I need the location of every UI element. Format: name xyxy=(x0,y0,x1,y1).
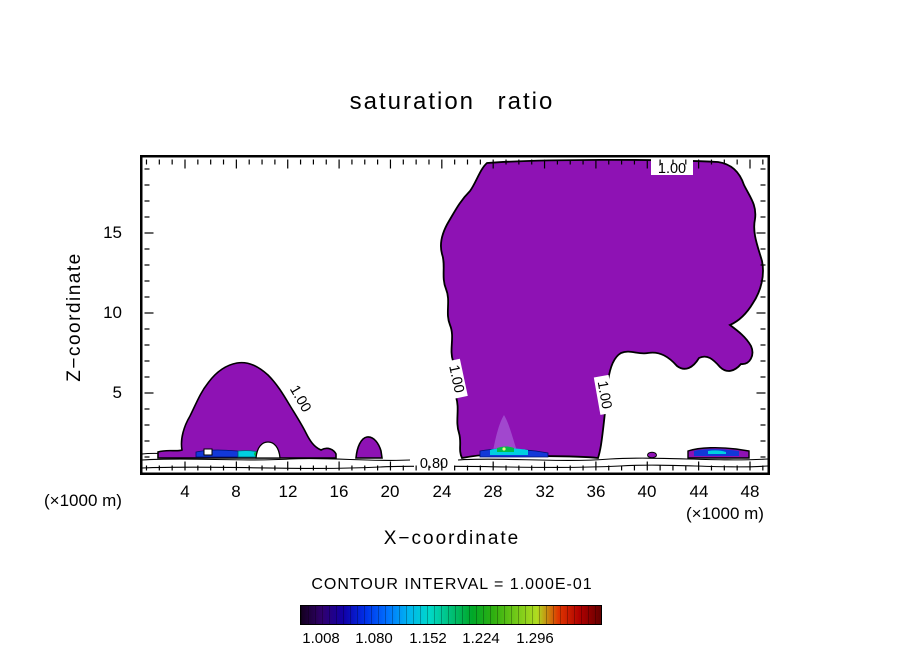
small-cloud-region xyxy=(157,361,337,459)
contour-label-text: 0.80 xyxy=(420,456,448,472)
x-tick-label: 32 xyxy=(535,482,555,501)
colorbar-tick-label: 1.224 xyxy=(462,630,500,647)
surface-contour-line-left xyxy=(141,457,411,462)
y-tick-label: 15 xyxy=(103,223,122,242)
contour-label-surface: 0.80 xyxy=(414,456,454,472)
x-tick-label: 20 xyxy=(380,482,400,501)
label-halo xyxy=(593,374,616,415)
colorbar-tick-label: 1.008 xyxy=(302,630,340,647)
y-axis-label: Z−coordinate xyxy=(64,252,85,382)
surface-strip-left-blue xyxy=(195,449,239,458)
updraft-plume xyxy=(492,415,519,457)
large-cloud-region xyxy=(440,158,764,460)
colorbar-gradient xyxy=(300,605,602,625)
x-tick-label: 8 xyxy=(231,482,241,501)
x-axis-label: X−coordinate xyxy=(383,528,521,549)
surface-contour-line-lower xyxy=(141,464,769,469)
y-tick-label: 5 xyxy=(112,383,122,402)
chart-title: saturation ratio xyxy=(349,88,555,115)
contour-label-top: 1.00 xyxy=(651,159,693,177)
axis-ticks xyxy=(144,159,766,471)
cloud-hole-notch xyxy=(203,448,213,456)
x-tick-label: 24 xyxy=(432,482,452,501)
plot-frame xyxy=(140,155,770,475)
surface-strip-center-yellow xyxy=(502,447,506,451)
surface-contour-line-right xyxy=(457,457,769,461)
contour-interval-label: CONTOUR INTERVAL = 1.000E-01 xyxy=(311,576,593,593)
label-halo xyxy=(284,378,317,419)
x-tick-label: 44 xyxy=(689,482,709,501)
x-tick-label: 48 xyxy=(740,482,760,501)
x-tick-label: 4 xyxy=(180,482,190,501)
x-tick-label: 16 xyxy=(329,482,349,501)
x-axis-unit-left: (×1000 m) xyxy=(44,491,122,510)
label-halo xyxy=(414,457,454,470)
y-tick-label: 10 xyxy=(103,303,122,322)
x-tick-label: 28 xyxy=(483,482,503,501)
contour-label-text: 1.00 xyxy=(658,161,686,177)
contour-label-text: 1.00 xyxy=(445,364,467,395)
colorbar-tick-label: 1.296 xyxy=(516,630,554,647)
contour-label-large-cloud-left: 1.00 xyxy=(445,358,468,400)
x-tick-label: 40 xyxy=(637,482,657,501)
label-halo xyxy=(445,358,468,400)
colorbar-tick-label: 1.152 xyxy=(409,630,447,647)
label-halo xyxy=(651,159,693,175)
x-tick-label: 12 xyxy=(278,482,298,501)
small-cloud-dot xyxy=(647,451,657,459)
cloud-hole-arch xyxy=(255,441,281,459)
contour-label-text: 1.00 xyxy=(594,380,615,411)
tiny-cloud-region xyxy=(355,436,383,459)
contour-label-large-cloud-bottom: 1.00 xyxy=(593,374,616,415)
x-tick-label: 36 xyxy=(586,482,606,501)
colorbar-tick-label: 1.080 xyxy=(355,630,393,647)
plot-canvas: 1.00 1.00 1.00 1.00 0.80 xyxy=(140,155,770,475)
x-axis-unit-right: (×1000 m) xyxy=(686,504,764,523)
surface-strip-right-cyan xyxy=(708,450,726,454)
